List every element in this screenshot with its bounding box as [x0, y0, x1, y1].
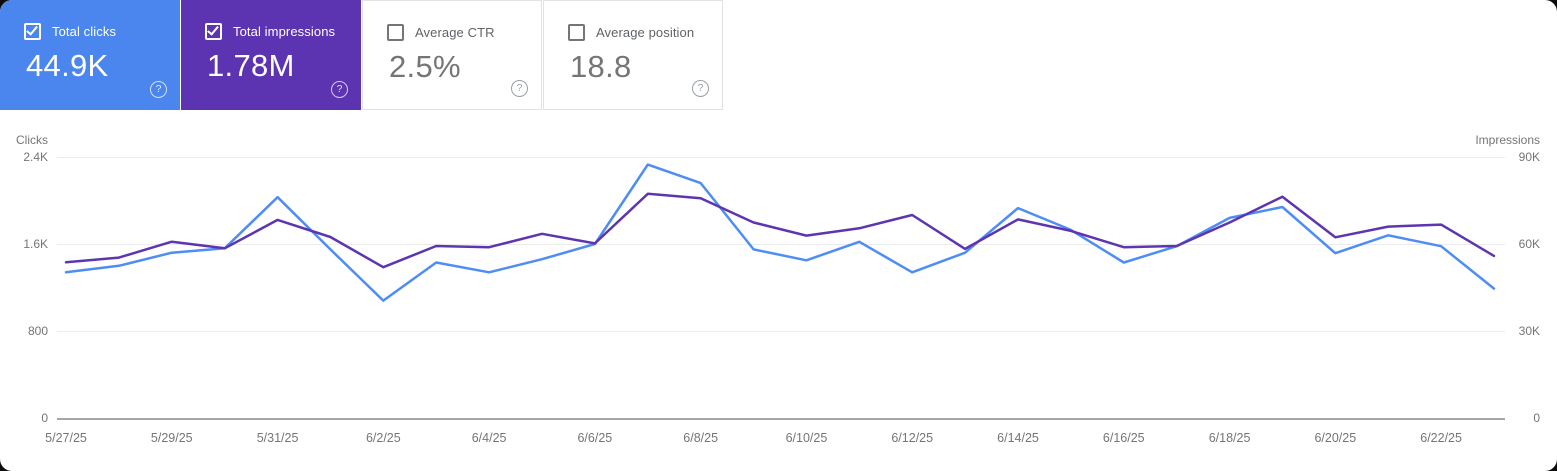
- help-icon[interactable]: ?: [150, 81, 167, 98]
- card-average-position-header: Average position: [568, 24, 694, 41]
- left-axis-tick: 1.6K: [23, 237, 48, 251]
- average-position-value: 18.8: [570, 49, 632, 84]
- help-icon[interactable]: ?: [331, 81, 348, 98]
- x-axis-tick: 6/10/25: [785, 431, 828, 445]
- x-axis-tick: 5/31/25: [256, 431, 299, 445]
- card-label: Average position: [596, 25, 695, 40]
- right-axis-tick: 90K: [1518, 150, 1540, 164]
- right-axis-tick: 30K: [1518, 324, 1540, 338]
- average-ctr-value: 2.5%: [389, 49, 461, 84]
- average-position-checkbox[interactable]: [568, 24, 585, 41]
- gridline: [57, 244, 1505, 245]
- x-axis-tick: 6/2/25: [365, 431, 401, 445]
- card-total-clicks-header: Total clicks: [24, 23, 116, 40]
- right-axis-title: Impressions: [1475, 133, 1540, 147]
- clicks-line-series: [64, 163, 1496, 302]
- card-label: Total clicks: [52, 24, 117, 39]
- right-axis-tick: 0: [1533, 411, 1540, 425]
- card-total-impressions-header: Total impressions: [205, 23, 335, 40]
- help-icon[interactable]: ?: [511, 80, 528, 97]
- total-impressions-value: 1.78M: [207, 48, 295, 83]
- left-axis-tick: 800: [27, 324, 48, 338]
- card-total-clicks[interactable]: Total clicks 44.9K ?: [0, 0, 180, 110]
- x-axis-tick: 6/12/25: [891, 431, 934, 445]
- x-axis-tick: 6/4/25: [471, 431, 507, 445]
- x-axis-tick: 5/29/25: [150, 431, 193, 445]
- impressions-line-series: [64, 192, 1496, 269]
- x-axis-tick: 6/20/25: [1314, 431, 1357, 445]
- total-clicks-checkbox[interactable]: [24, 23, 41, 40]
- gridline: [57, 331, 1505, 332]
- total-clicks-value: 44.9K: [26, 48, 109, 83]
- x-axis-tick: 6/14/25: [997, 431, 1039, 445]
- x-axis-tick: 6/16/25: [1102, 431, 1145, 445]
- gridline: [57, 157, 1505, 158]
- left-axis-title: Clicks: [16, 133, 48, 147]
- total-impressions-checkbox[interactable]: [205, 23, 222, 40]
- gridline: [57, 418, 1505, 420]
- x-axis-tick: 6/6/25: [577, 431, 613, 445]
- card-average-position[interactable]: Average position 18.8 ?: [543, 0, 723, 110]
- card-total-impressions[interactable]: Total impressions 1.78M ?: [181, 0, 361, 110]
- average-ctr-checkbox[interactable]: [387, 24, 404, 41]
- left-axis-tick: 0: [41, 411, 48, 425]
- card-label: Total impressions: [233, 24, 336, 39]
- left-axis-tick: 2.4K: [23, 150, 48, 164]
- x-axis-tick: 6/18/25: [1208, 431, 1251, 445]
- card-label: Average CTR: [415, 25, 495, 40]
- right-axis-tick: 60K: [1518, 237, 1540, 251]
- x-axis-tick: 5/27/25: [45, 431, 87, 445]
- help-icon[interactable]: ?: [692, 80, 709, 97]
- card-average-ctr[interactable]: Average CTR 2.5% ?: [362, 0, 542, 110]
- x-axis-tick: 6/22/25: [1420, 431, 1462, 445]
- x-axis-tick: 6/8/25: [683, 431, 719, 445]
- card-average-ctr-header: Average CTR: [387, 24, 495, 41]
- metric-cards-row: Total clicks 44.9K ? Total impressions 1…: [0, 0, 723, 110]
